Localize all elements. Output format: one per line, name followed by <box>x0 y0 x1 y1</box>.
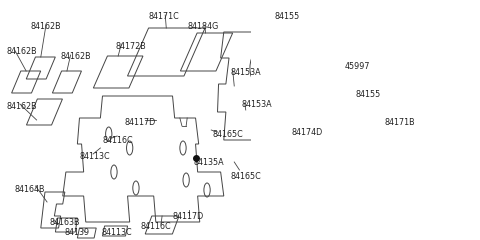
Text: 84165C: 84165C <box>230 172 261 181</box>
Text: 84113C: 84113C <box>102 228 132 237</box>
Text: 84162B: 84162B <box>6 47 37 56</box>
Text: 84162B: 84162B <box>31 22 61 31</box>
Text: 84155: 84155 <box>275 12 300 21</box>
Text: 84172B: 84172B <box>115 42 146 51</box>
Text: 84116C: 84116C <box>141 222 171 231</box>
Text: 84165C: 84165C <box>213 130 243 139</box>
Text: 84135A: 84135A <box>193 158 224 167</box>
Text: 84184G: 84184G <box>187 22 218 31</box>
Text: 84113C: 84113C <box>80 152 110 161</box>
Text: 84139: 84139 <box>65 228 90 237</box>
Text: 84164B: 84164B <box>15 185 45 194</box>
Text: 84162B: 84162B <box>6 102 37 111</box>
Text: 84171B: 84171B <box>385 118 416 127</box>
Text: 84163B: 84163B <box>49 218 80 227</box>
Text: 84117D: 84117D <box>124 118 156 127</box>
Text: 84162B: 84162B <box>60 52 91 61</box>
Text: 84116C: 84116C <box>103 136 133 145</box>
Text: 84153A: 84153A <box>241 100 272 109</box>
Text: 45997: 45997 <box>345 62 371 71</box>
Text: 84153A: 84153A <box>230 68 261 77</box>
Text: 84174D: 84174D <box>292 128 323 137</box>
Text: 84117D: 84117D <box>173 212 204 221</box>
Text: 84171C: 84171C <box>148 12 179 21</box>
Text: 84155: 84155 <box>356 90 381 99</box>
